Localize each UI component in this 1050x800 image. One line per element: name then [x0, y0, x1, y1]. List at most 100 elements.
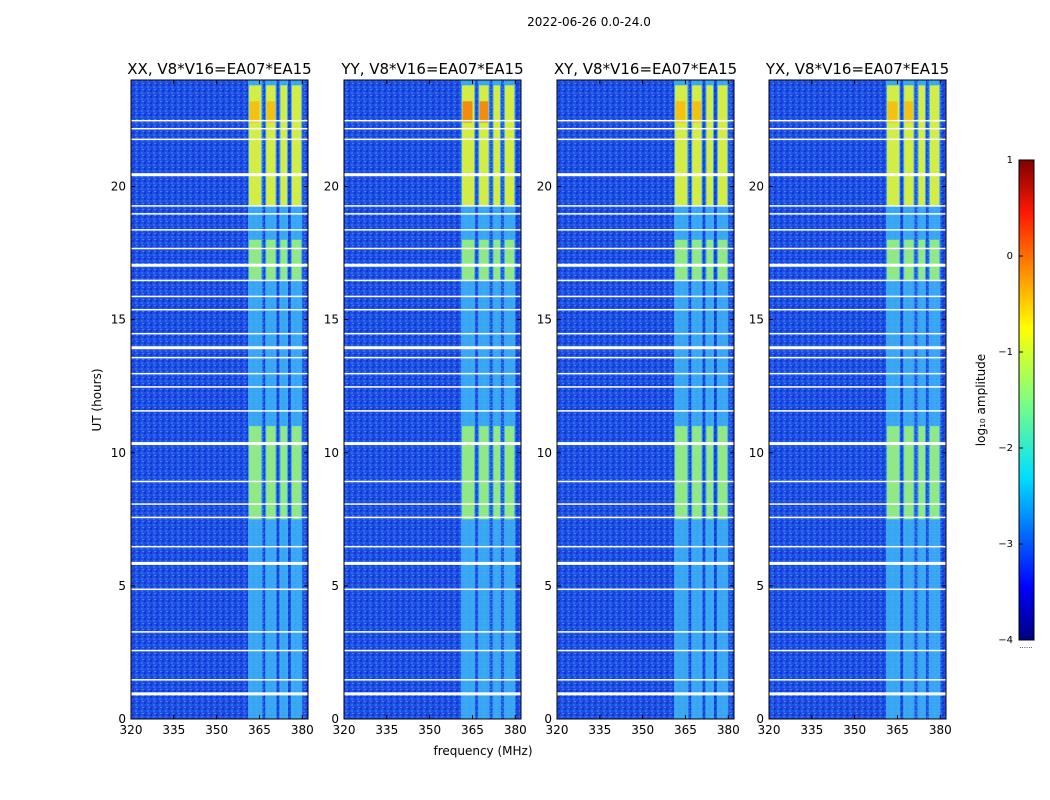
y-tick-label: 15: [749, 313, 764, 327]
flagged-row: [557, 679, 734, 681]
flagged-row: [557, 213, 734, 215]
flagged-row: [557, 229, 734, 231]
flagged-row: [557, 386, 734, 388]
y-tick-label: 0: [331, 712, 339, 726]
colorbar: 1 0 −1 −2 −3 −4 log₁₀ amplitude ......: [974, 155, 1035, 650]
rfi-strong: [266, 85, 276, 206]
flagged-row: [769, 308, 946, 311]
flagged-row: [131, 561, 308, 565]
flagged-row: [769, 127, 946, 130]
rfi-strong: [918, 239, 926, 280]
rfi-hotspot: [675, 101, 686, 123]
rfi-strong: [249, 239, 262, 280]
flagged-row: [769, 263, 946, 267]
colorbar-footnote: ......: [1019, 642, 1032, 650]
flagged-row: [557, 442, 734, 446]
rfi-strong: [929, 85, 940, 206]
flagged-row: [131, 127, 308, 130]
flagged-row: [769, 649, 946, 652]
y-tick-label: 15: [324, 313, 339, 327]
rfi-strong: [692, 239, 702, 280]
x-tick-label: 350: [418, 723, 441, 737]
flagged-row: [344, 410, 521, 412]
panel-2: YY, V8*V16=EA07*EA15 320 335 350 365 380 0 5 10 1…: [324, 60, 527, 737]
x-tick-label: 365: [461, 723, 484, 737]
colorbar-tick-label: 0: [1007, 251, 1013, 262]
flagged-row: [344, 127, 521, 130]
panel-background: [344, 80, 521, 719]
rfi-band: [478, 80, 490, 719]
rfi-strong: [675, 239, 688, 280]
rfi-strong: [479, 239, 489, 280]
flagged-row: [344, 295, 521, 298]
flagged-row: [769, 213, 946, 215]
x-tick-label: 320: [546, 723, 569, 737]
panel-title: XX, V8*V16=EA07*EA15: [127, 60, 311, 78]
flagged-row: [131, 679, 308, 681]
flagged-row: [557, 480, 734, 483]
flagged-row: [769, 205, 946, 207]
panel-title: YY, V8*V16=EA07*EA15: [340, 60, 523, 78]
rfi-strong: [266, 239, 276, 280]
flagged-row: [557, 649, 734, 652]
flagged-row: [557, 173, 734, 177]
flagged-row: [344, 386, 521, 388]
flagged-row: [557, 372, 734, 375]
y-tick-label: 10: [537, 446, 552, 460]
flagged-row: [131, 346, 308, 350]
rfi-band: [917, 80, 927, 719]
x-tick-label: 380: [717, 723, 740, 737]
rfi-strong: [929, 426, 940, 520]
flagged-row: [131, 247, 308, 250]
y-tick-label: 20: [111, 180, 126, 194]
flagged-row: [344, 480, 521, 483]
flagged-row: [131, 588, 308, 591]
flagged-row: [769, 561, 946, 565]
rfi-strong: [280, 239, 288, 280]
rfi-strong: [887, 426, 900, 520]
panel-frame: [556, 79, 735, 720]
rfi-strong: [918, 426, 926, 520]
rfi-strong: [904, 85, 914, 206]
x-tick-label: 320: [120, 723, 143, 737]
x-tick-label: 320: [333, 723, 356, 737]
panel-background: [769, 80, 946, 719]
flagged-row: [769, 631, 946, 633]
flagged-row: [131, 119, 308, 122]
rfi-strong: [706, 85, 714, 206]
flagged-row: [557, 692, 734, 696]
panel-background: [131, 80, 308, 719]
flagged-row: [131, 386, 308, 388]
flagged-row: [131, 372, 308, 375]
flagged-row: [557, 356, 734, 359]
flagged-row: [344, 516, 521, 519]
rfi-band: [265, 80, 277, 719]
rfi-strong: [479, 426, 489, 520]
rfi-hotspot: [479, 101, 489, 123]
x-tick-label: 365: [248, 723, 271, 737]
x-tick-label: 335: [375, 723, 398, 737]
flagged-row: [769, 138, 946, 141]
flagged-row: [344, 692, 521, 696]
rfi-strong: [249, 426, 262, 520]
flagged-row: [557, 205, 734, 207]
flagged-row: [769, 356, 946, 359]
flagged-row: [344, 332, 521, 335]
flagged-row: [344, 229, 521, 231]
flagged-row: [557, 503, 734, 505]
flagged-row: [131, 279, 308, 282]
flagged-row: [344, 545, 521, 548]
rfi-strong: [706, 426, 714, 520]
flagged-row: [769, 279, 946, 282]
rfi-strong: [291, 239, 302, 280]
rfi-band: [290, 80, 303, 719]
y-tick-label: 20: [537, 180, 552, 194]
x-tick-label: 380: [291, 723, 314, 737]
x-tick-label: 365: [674, 723, 697, 737]
y-tick-label: 0: [756, 712, 764, 726]
flagged-row: [557, 308, 734, 311]
rfi-strong: [717, 239, 728, 280]
flagged-row: [344, 356, 521, 359]
rfi-band: [903, 80, 915, 719]
flagged-row: [344, 561, 521, 565]
